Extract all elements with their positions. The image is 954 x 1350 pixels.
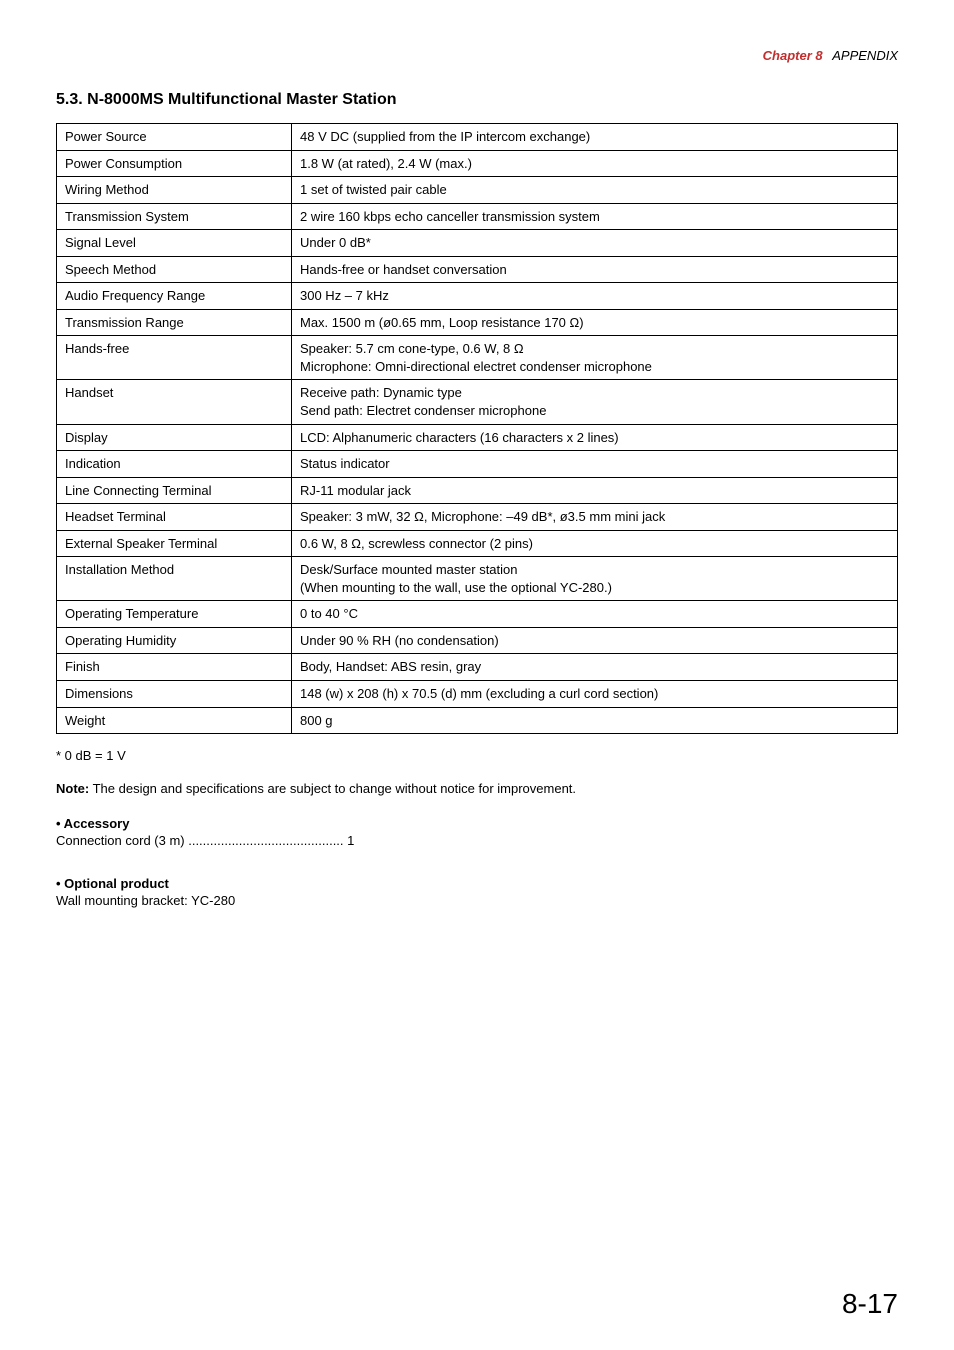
spec-label: Headset Terminal xyxy=(57,504,292,531)
spec-label: Hands-free xyxy=(57,336,292,380)
table-row: Audio Frequency Range300 Hz – 7 kHz xyxy=(57,283,898,310)
table-row: Headset TerminalSpeaker: 3 mW, 32 Ω, Mic… xyxy=(57,504,898,531)
spec-value: LCD: Alphanumeric characters (16 charact… xyxy=(292,424,898,451)
table-row: DisplayLCD: Alphanumeric characters (16 … xyxy=(57,424,898,451)
table-row: Power Source48 V DC (supplied from the I… xyxy=(57,124,898,151)
spec-value: Receive path: Dynamic type Send path: El… xyxy=(292,380,898,424)
spec-value: RJ-11 modular jack xyxy=(292,477,898,504)
table-row: Signal LevelUnder 0 dB* xyxy=(57,230,898,257)
table-row: Speech MethodHands-free or handset conve… xyxy=(57,256,898,283)
table-row: Wiring Method1 set of twisted pair cable xyxy=(57,177,898,204)
spec-value: 800 g xyxy=(292,707,898,734)
spec-value: 148 (w) x 208 (h) x 70.5 (d) mm (excludi… xyxy=(292,681,898,708)
spec-label: Operating Humidity xyxy=(57,627,292,654)
spec-label: Indication xyxy=(57,451,292,478)
table-row: Hands-freeSpeaker: 5.7 cm cone-type, 0.6… xyxy=(57,336,898,380)
spec-label: Signal Level xyxy=(57,230,292,257)
spec-label: Line Connecting Terminal xyxy=(57,477,292,504)
table-row: External Speaker Terminal0.6 W, 8 Ω, scr… xyxy=(57,530,898,557)
spec-value: Hands-free or handset conversation xyxy=(292,256,898,283)
spec-value: Speaker: 5.7 cm cone-type, 0.6 W, 8 Ω Mi… xyxy=(292,336,898,380)
spec-label: Speech Method xyxy=(57,256,292,283)
spec-value: Under 90 % RH (no condensation) xyxy=(292,627,898,654)
table-row: Operating HumidityUnder 90 % RH (no cond… xyxy=(57,627,898,654)
spec-label: Dimensions xyxy=(57,681,292,708)
spec-value: 2 wire 160 kbps echo canceller transmiss… xyxy=(292,203,898,230)
spec-value: 0 to 40 °C xyxy=(292,601,898,628)
table-row: Operating Temperature0 to 40 °C xyxy=(57,601,898,628)
spec-label: Operating Temperature xyxy=(57,601,292,628)
spec-label: Finish xyxy=(57,654,292,681)
note: Note: The design and specifications are … xyxy=(56,781,898,796)
table-row: Dimensions148 (w) x 208 (h) x 70.5 (d) m… xyxy=(57,681,898,708)
table-row: Power Consumption1.8 W (at rated), 2.4 W… xyxy=(57,150,898,177)
table-row: HandsetReceive path: Dynamic type Send p… xyxy=(57,380,898,424)
spec-value: Speaker: 3 mW, 32 Ω, Microphone: –49 dB*… xyxy=(292,504,898,531)
spec-table: Power Source48 V DC (supplied from the I… xyxy=(56,123,898,734)
spec-value: Max. 1500 m (ø0.65 mm, Loop resistance 1… xyxy=(292,309,898,336)
accessory-line: Connection cord (3 m) ..................… xyxy=(56,833,898,848)
footnote: * 0 dB = 1 V xyxy=(56,748,898,763)
spec-label: Audio Frequency Range xyxy=(57,283,292,310)
spec-label: Installation Method xyxy=(57,557,292,601)
note-text: The design and specifications are subjec… xyxy=(89,781,576,796)
table-row: Transmission RangeMax. 1500 m (ø0.65 mm,… xyxy=(57,309,898,336)
spec-label: Weight xyxy=(57,707,292,734)
chapter-title: APPENDIX xyxy=(832,48,898,63)
spec-label: Transmission System xyxy=(57,203,292,230)
spec-value: 1 set of twisted pair cable xyxy=(292,177,898,204)
spec-value: Status indicator xyxy=(292,451,898,478)
spec-value: Desk/Surface mounted master station (Whe… xyxy=(292,557,898,601)
spec-value: Under 0 dB* xyxy=(292,230,898,257)
spec-label: Wiring Method xyxy=(57,177,292,204)
page-number: 8-17 xyxy=(842,1288,898,1320)
table-row: Transmission System2 wire 160 kbps echo … xyxy=(57,203,898,230)
table-row: IndicationStatus indicator xyxy=(57,451,898,478)
table-row: Installation MethodDesk/Surface mounted … xyxy=(57,557,898,601)
spec-label: Handset xyxy=(57,380,292,424)
note-label: Note: xyxy=(56,781,89,796)
optional-line: Wall mounting bracket: YC-280 xyxy=(56,893,898,908)
spec-label: External Speaker Terminal xyxy=(57,530,292,557)
table-row: FinishBody, Handset: ABS resin, gray xyxy=(57,654,898,681)
table-row: Weight800 g xyxy=(57,707,898,734)
spec-label: Display xyxy=(57,424,292,451)
table-row: Line Connecting TerminalRJ-11 modular ja… xyxy=(57,477,898,504)
chapter-label: Chapter 8 xyxy=(763,48,823,63)
spec-value: 0.6 W, 8 Ω, screwless connector (2 pins) xyxy=(292,530,898,557)
section-heading: 5.3. N-8000MS Multifunctional Master Sta… xyxy=(56,91,898,109)
accessory-heading: • Accessory xyxy=(56,816,898,831)
spec-label: Power Consumption xyxy=(57,150,292,177)
spec-value: Body, Handset: ABS resin, gray xyxy=(292,654,898,681)
spec-value: 300 Hz – 7 kHz xyxy=(292,283,898,310)
chapter-header: Chapter 8 APPENDIX xyxy=(56,48,898,63)
spec-label: Transmission Range xyxy=(57,309,292,336)
spec-value: 48 V DC (supplied from the IP intercom e… xyxy=(292,124,898,151)
spec-label: Power Source xyxy=(57,124,292,151)
optional-heading: • Optional product xyxy=(56,876,898,891)
spec-value: 1.8 W (at rated), 2.4 W (max.) xyxy=(292,150,898,177)
